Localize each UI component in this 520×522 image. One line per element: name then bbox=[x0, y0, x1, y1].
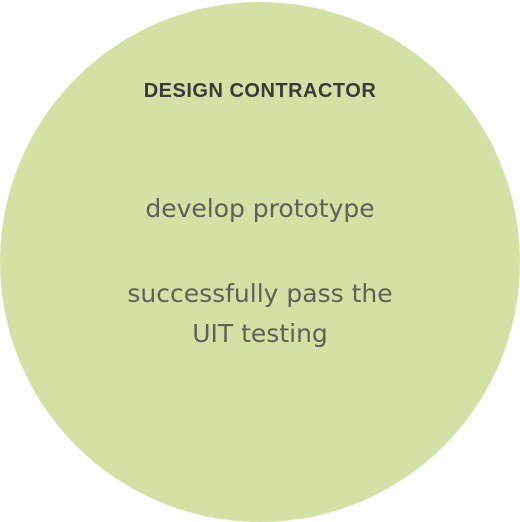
circle-text-line-2: successfully pass the bbox=[127, 279, 393, 308]
circle-text-line-1: develop prototype bbox=[145, 194, 375, 223]
circle-title: DESIGN CONTRACTOR bbox=[143, 80, 377, 102]
circle-text-line-3: UIT testing bbox=[192, 319, 328, 348]
